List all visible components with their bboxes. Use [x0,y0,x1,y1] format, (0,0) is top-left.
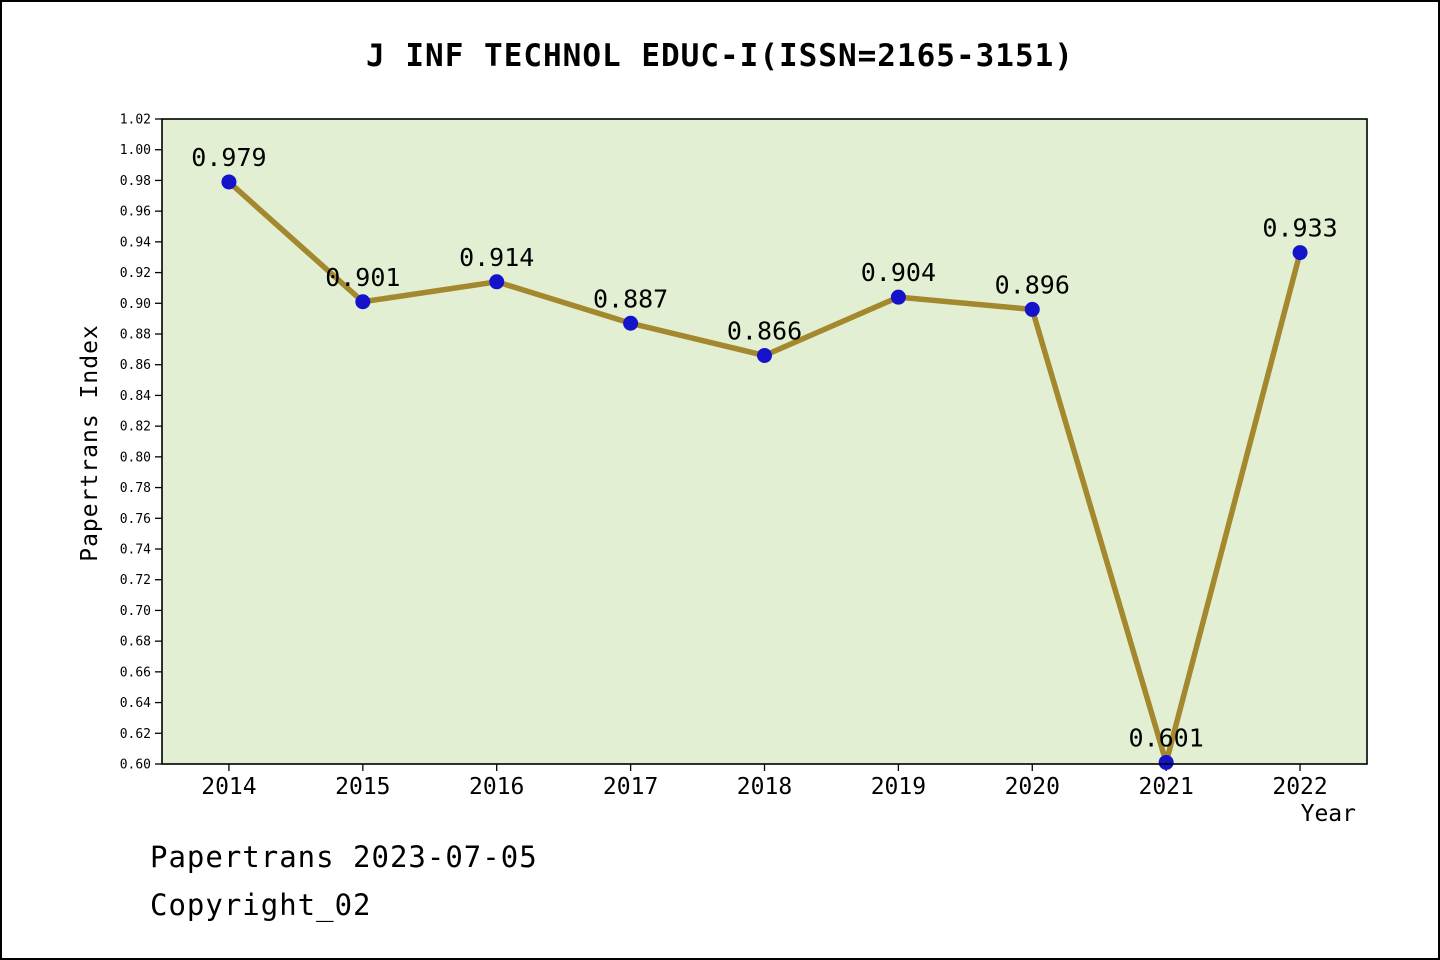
footer-source: Papertrans 2023-07-05 [150,840,538,874]
point-label: 0.901 [325,263,400,292]
y-tick-label: 0.64 [120,696,151,711]
footer-copyright: Copyright_02 [150,888,372,922]
y-tick-label: 0.62 [120,727,151,742]
y-tick-label: 0.76 [120,512,151,527]
x-tick-label: 2018 [737,774,792,800]
x-axis-label: Year [1300,801,1356,827]
data-point [1158,754,1174,770]
y-tick-label: 0.78 [120,481,151,496]
plot-background [162,119,1367,764]
point-label: 0.866 [727,317,802,346]
x-tick-label: 2015 [335,774,390,800]
x-tick-label: 2019 [871,774,926,800]
x-tick-label: 2014 [201,774,256,800]
data-point [1292,245,1308,261]
data-point [489,274,505,290]
y-tick-label: 0.88 [120,328,151,343]
plot-frame [161,118,1368,765]
data-point [1024,301,1040,317]
y-tick-label: 0.82 [120,420,151,435]
chart-title: J INF TECHNOL EDUC-I(ISSN=2165-3151) [366,38,1074,74]
y-tick-label: 0.84 [120,389,151,404]
data-point [890,289,906,305]
point-label: 0.979 [191,143,266,172]
y-tick-label: 0.92 [120,266,151,281]
y-tick-label: 1.02 [120,113,151,128]
y-tick-label: 0.68 [120,635,151,650]
y-tick-label: 0.66 [120,665,151,680]
data-point [757,348,772,363]
data-point [355,294,371,310]
point-label: 0.904 [861,258,936,287]
x-tick-label: 2017 [603,774,658,800]
y-tick-label: 0.94 [120,235,151,250]
y-tick-label: 0.86 [120,358,151,373]
x-tick-label: 2022 [1272,774,1327,800]
y-tick-label: 1.00 [120,143,151,158]
y-tick-label: 0.80 [120,450,151,465]
x-tick-label: 2020 [1005,774,1060,800]
x-tick-label: 2021 [1138,774,1193,800]
point-label: 0.914 [459,243,534,272]
point-label: 0.933 [1262,214,1337,243]
y-tick-label: 0.60 [120,758,151,773]
point-label: 0.896 [995,270,1070,299]
y-tick-label: 0.72 [120,573,151,588]
y-tick-label: 0.96 [120,205,151,220]
y-tick-label: 0.70 [120,604,151,619]
x-tick-label: 2016 [469,774,524,800]
data-point [221,174,237,190]
point-label: 0.601 [1129,723,1204,752]
y-tick-label: 0.90 [120,297,151,312]
point-label: 0.887 [593,284,668,313]
data-point [623,315,639,331]
y-tick-label: 0.98 [120,174,151,189]
y-tick-label: 0.74 [120,543,151,558]
